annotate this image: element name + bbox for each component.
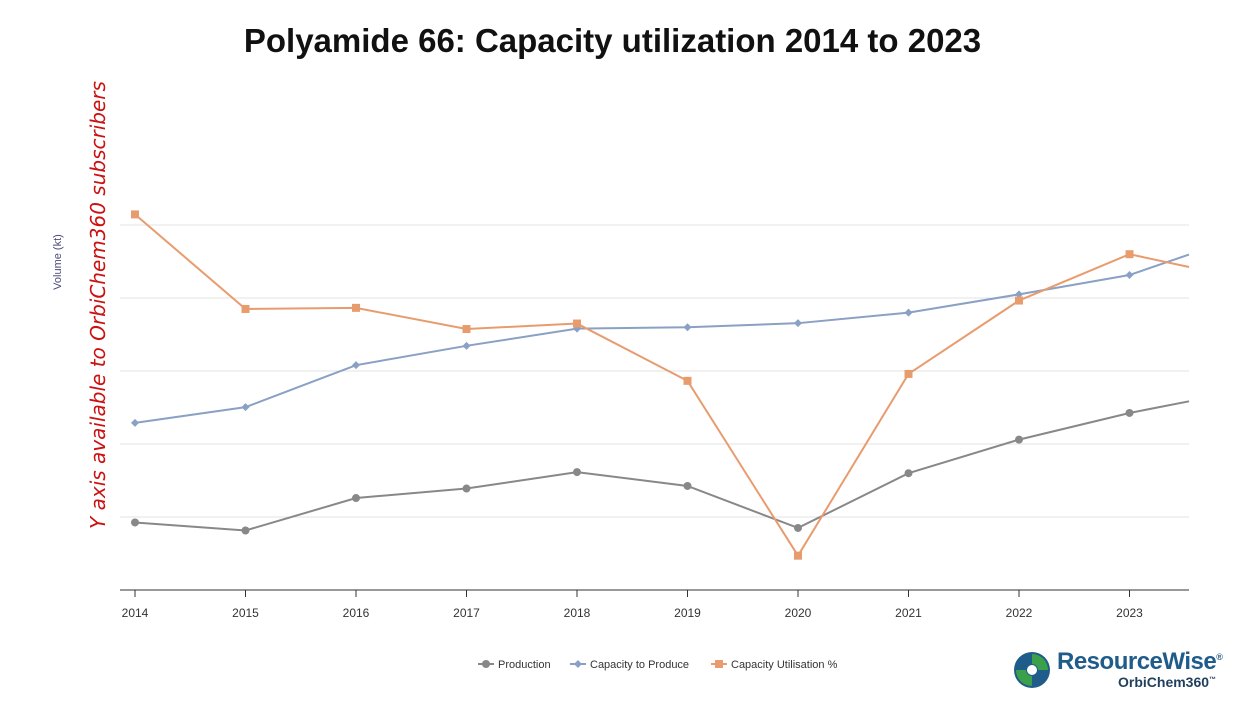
legend-item[interactable]: Production bbox=[478, 659, 551, 671]
y-axis-watermark: Y axis available to OrbiChem360 subscrib… bbox=[86, 81, 110, 529]
legend-marker bbox=[715, 660, 723, 668]
x-tick-label: 2017 bbox=[453, 606, 480, 620]
data-point[interactable] bbox=[241, 304, 250, 313]
series-line bbox=[134, 213, 1190, 558]
data-point[interactable] bbox=[904, 308, 913, 317]
data-point[interactable] bbox=[352, 494, 360, 503]
x-tick-label: 2020 bbox=[785, 606, 812, 620]
legend-label: Capacity to Produce bbox=[590, 659, 689, 671]
gridlines bbox=[120, 224, 1189, 518]
data-point[interactable] bbox=[352, 361, 360, 370]
data-point[interactable] bbox=[904, 469, 913, 478]
data-point[interactable] bbox=[1125, 271, 1134, 280]
x-tick-label: 2021 bbox=[895, 606, 922, 620]
data-point[interactable] bbox=[683, 481, 692, 490]
logo-subtitle-text: OrbiChem360 bbox=[1118, 674, 1210, 690]
logo-trademark: ™ bbox=[1209, 676, 1217, 684]
data-point[interactable] bbox=[462, 325, 471, 334]
x-tick-label: 2014 bbox=[122, 606, 149, 620]
data-point[interactable] bbox=[794, 551, 802, 560]
x-tick-label: 2023 bbox=[1116, 606, 1143, 620]
data-point[interactable] bbox=[794, 319, 802, 328]
x-tick-label: 2022 bbox=[1006, 606, 1033, 620]
data-point[interactable] bbox=[462, 484, 471, 493]
x-axis-ticks: 2014 2015 2016 2017 2018 2019 2020 2021 2022 2023 bbox=[122, 590, 1143, 620]
x-tick-label: 2019 bbox=[674, 606, 701, 620]
series-production bbox=[131, 400, 1190, 535]
data-point[interactable] bbox=[131, 210, 139, 219]
logo-subtitle: OrbiChem360™ bbox=[1118, 674, 1216, 690]
data-point[interactable] bbox=[1015, 296, 1023, 305]
data-point[interactable] bbox=[1015, 435, 1023, 444]
series-line bbox=[134, 253, 1190, 424]
series-group bbox=[131, 210, 1190, 560]
resourcewise-logo-icon bbox=[1014, 652, 1050, 688]
resourcewise-logo: ResourceWise® OrbiChem360™ bbox=[1012, 648, 1223, 692]
legend-item[interactable]: Capacity Utilisation % bbox=[711, 659, 838, 671]
data-point[interactable] bbox=[462, 341, 471, 350]
data-point[interactable] bbox=[573, 319, 581, 328]
series-line bbox=[134, 400, 1190, 532]
data-point[interactable] bbox=[573, 468, 581, 477]
data-point[interactable] bbox=[352, 303, 360, 312]
data-point[interactable] bbox=[683, 376, 692, 385]
legend-marker bbox=[574, 660, 582, 668]
data-point[interactable] bbox=[1015, 290, 1023, 299]
data-point[interactable] bbox=[794, 523, 802, 532]
legend-label: Capacity Utilisation % bbox=[731, 659, 838, 671]
logo-brand-main: Resource bbox=[1057, 648, 1163, 675]
legend-label: Production bbox=[498, 659, 551, 671]
data-point[interactable] bbox=[241, 403, 250, 412]
data-point[interactable] bbox=[241, 526, 250, 535]
data-point[interactable] bbox=[131, 518, 139, 527]
legend-item[interactable]: Capacity to Produce bbox=[570, 659, 689, 671]
y-axis-title: Volume (kt) bbox=[52, 234, 64, 290]
chart-title: Polyamide 66: Capacity utilization 2014 … bbox=[243, 22, 982, 59]
series-capacity-utilisation bbox=[131, 210, 1190, 560]
x-tick-label: 2018 bbox=[564, 606, 591, 620]
data-point[interactable] bbox=[683, 323, 692, 332]
x-tick-label: 2016 bbox=[343, 606, 370, 620]
logo-brand-accent: Wise bbox=[1162, 648, 1217, 675]
data-point[interactable] bbox=[904, 369, 913, 378]
legend: Production Capacity to Produce Capacity Ut… bbox=[478, 659, 838, 671]
data-point[interactable] bbox=[131, 418, 139, 427]
series-capacity-to-produce bbox=[131, 253, 1190, 427]
legend-marker bbox=[482, 660, 490, 668]
logo-brand-text: ResourceWise® bbox=[1057, 648, 1223, 676]
x-tick-label: 2015 bbox=[232, 606, 259, 620]
logo-registered: ® bbox=[1216, 652, 1223, 662]
data-point[interactable] bbox=[1125, 408, 1134, 417]
data-point[interactable] bbox=[1125, 250, 1134, 259]
